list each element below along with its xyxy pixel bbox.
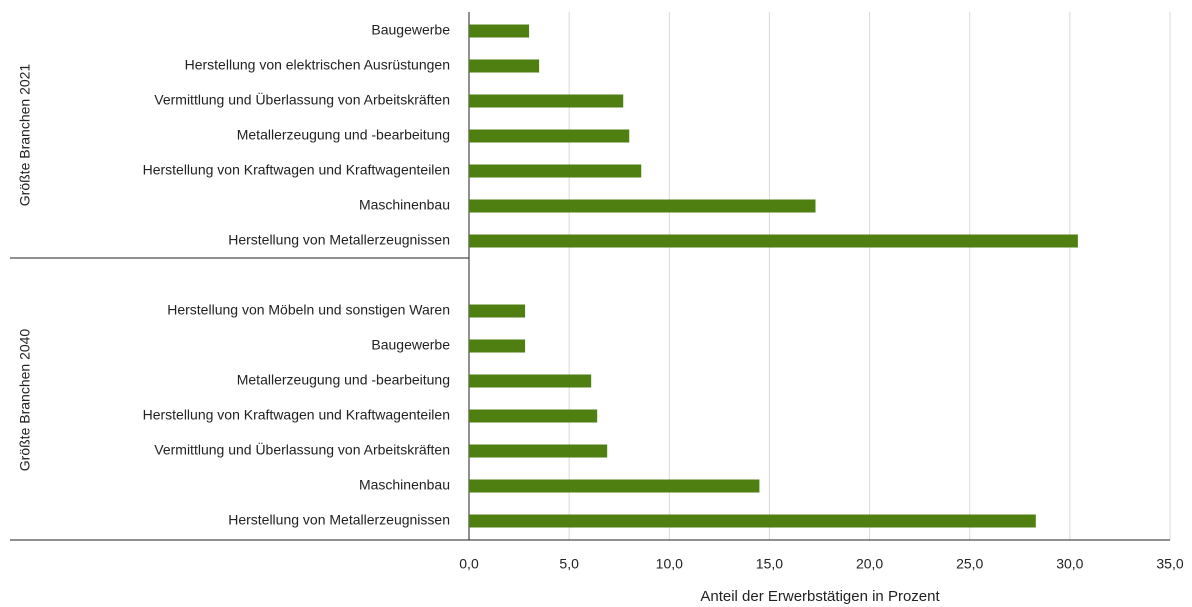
y-tick-label: Herstellung von elektrischen Ausrüstunge… (185, 57, 450, 73)
bar (469, 94, 624, 108)
y-tick-label: Herstellung von Metallerzeugnissen (228, 512, 450, 528)
x-tick-label: 30,0 (1056, 556, 1083, 572)
bar (469, 199, 816, 213)
x-tick-label: 0,0 (459, 556, 479, 572)
bar (469, 514, 1036, 528)
bar (469, 339, 526, 353)
bar (469, 129, 630, 143)
group-label: Größte Branchen 2040 (17, 329, 33, 472)
y-tick-label: Metallerzeugung und -bearbeitung (237, 127, 450, 143)
bar (469, 409, 598, 423)
x-tick-label: 20,0 (856, 556, 883, 572)
x-tick-label: 10,0 (656, 556, 683, 572)
x-tick-label: 5,0 (559, 556, 579, 572)
y-tick-label: Herstellung von Kraftwagen und Kraftwage… (143, 407, 450, 423)
y-tick-label: Vermittlung und Überlassung von Arbeitsk… (154, 91, 450, 108)
grid (568, 12, 1171, 540)
x-axis-label: Anteil der Erwerbstätigen in Prozent (700, 588, 940, 605)
bar (469, 164, 642, 178)
y-tick-label: Metallerzeugung und -bearbeitung (237, 372, 450, 388)
bar (469, 374, 592, 388)
x-tick-label: 25,0 (956, 556, 983, 572)
bar (469, 24, 530, 38)
y-tick-label: Vermittlung und Überlassung von Arbeitsk… (154, 441, 450, 458)
bar (469, 59, 540, 73)
y-tick-label: Baugewerbe (371, 337, 450, 353)
x-tick-label: 15,0 (756, 556, 783, 572)
x-tick-label: 35,0 (1156, 556, 1183, 572)
bar (469, 444, 608, 458)
group-label: Größte Branchen 2021 (17, 64, 33, 207)
y-tick-label: Herstellung von Metallerzeugnissen (228, 232, 450, 248)
y-tick-label: Maschinenbau (359, 197, 450, 213)
y-tick-label: Herstellung von Möbeln und sonstigen War… (167, 302, 450, 318)
y-tick-label: Herstellung von Kraftwagen und Kraftwage… (143, 162, 450, 178)
bar (469, 304, 526, 318)
y-tick-label: Baugewerbe (371, 22, 450, 38)
bar (469, 234, 1078, 248)
bar (469, 479, 760, 493)
y-tick-label: Maschinenbau (359, 477, 450, 493)
